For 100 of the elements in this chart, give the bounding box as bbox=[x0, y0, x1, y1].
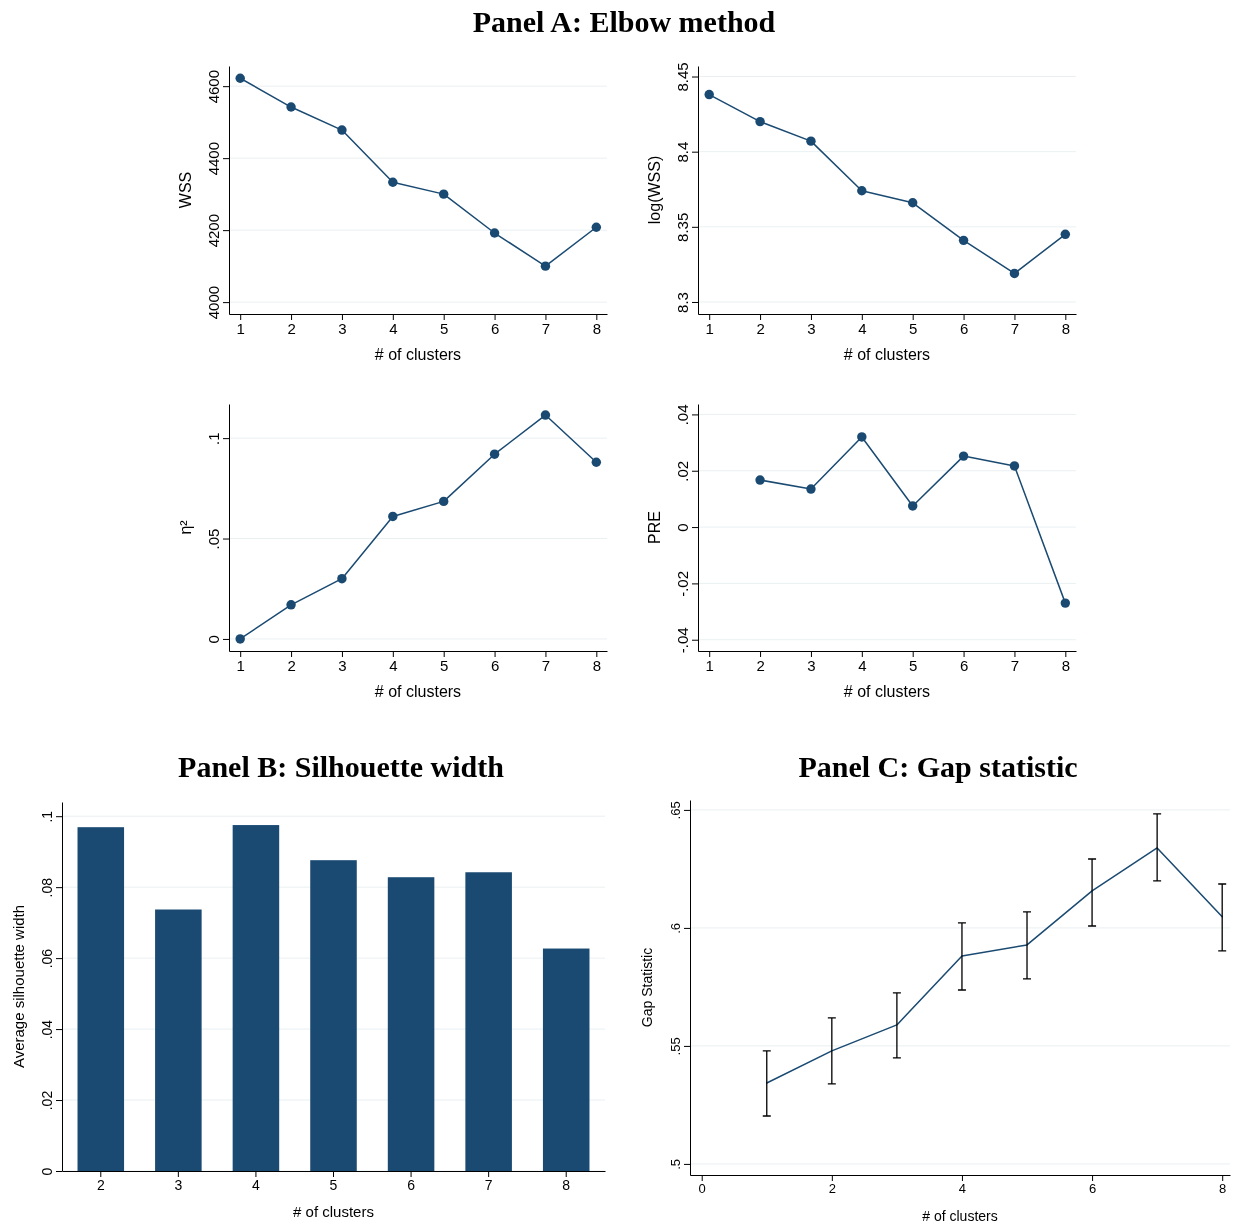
x-tick-label: 3 bbox=[807, 656, 816, 674]
x-tick-label: 6 bbox=[959, 656, 969, 674]
y-tick-label: .65 bbox=[668, 801, 683, 820]
line-series bbox=[766, 847, 1223, 1084]
x-tick-label: 4 bbox=[858, 319, 867, 337]
point bbox=[489, 228, 500, 238]
x-axis-title: # of clusters bbox=[843, 346, 931, 363]
y-tick-label: .5 bbox=[668, 1158, 683, 1170]
point bbox=[958, 451, 969, 461]
bar bbox=[310, 860, 357, 1171]
x-tick-label: 8 bbox=[592, 656, 601, 674]
x-axis-title: # of clusters bbox=[374, 683, 462, 700]
y-tick-label: 4600 bbox=[205, 69, 222, 104]
x-tick-label: 1 bbox=[705, 319, 714, 337]
x-tick-label: 5 bbox=[440, 656, 449, 674]
x-tick-label: 8 bbox=[562, 1176, 571, 1193]
x-axis-title: # of clusters bbox=[374, 346, 462, 363]
point bbox=[907, 501, 918, 511]
point bbox=[235, 634, 245, 644]
y-tick-label: .1 bbox=[39, 810, 55, 823]
x-tick-label: 2 bbox=[756, 656, 765, 674]
bar bbox=[542, 948, 590, 1171]
x-tick-label: 1 bbox=[705, 656, 714, 674]
y-tick-label: 4200 bbox=[205, 213, 222, 248]
x-tick-label: 4 bbox=[858, 656, 867, 674]
x-tick-label: 3 bbox=[338, 656, 347, 674]
bar bbox=[155, 909, 202, 1171]
y-tick-label: .6 bbox=[668, 922, 683, 934]
x-tick-label: 0 bbox=[698, 1181, 706, 1197]
x-tick-label: 7 bbox=[1010, 656, 1020, 674]
x-tick-label: 7 bbox=[484, 1176, 493, 1193]
x-tick-label: 5 bbox=[909, 319, 918, 337]
point bbox=[755, 475, 765, 485]
x-tick-label: 2 bbox=[287, 319, 296, 337]
y-axis-title: log(WSS) bbox=[646, 155, 663, 225]
point bbox=[755, 116, 765, 127]
chart-title: Panel C: Gap statistic bbox=[798, 750, 1078, 783]
point bbox=[235, 73, 245, 83]
point bbox=[388, 511, 398, 522]
point bbox=[958, 235, 969, 246]
point bbox=[704, 89, 714, 100]
x-axis-title: # of clusters bbox=[293, 1203, 374, 1220]
bar bbox=[465, 872, 512, 1171]
x-tick-label: 1 bbox=[236, 319, 245, 337]
x-tick-label: 8 bbox=[1219, 1181, 1227, 1197]
y-tick-label: 8.45 bbox=[674, 62, 691, 92]
x-tick-label: 6 bbox=[407, 1176, 416, 1193]
x-tick-label: 5 bbox=[909, 656, 918, 674]
y-tick-label: 8.4 bbox=[674, 141, 691, 163]
point bbox=[806, 136, 816, 146]
x-tick-label: 3 bbox=[174, 1176, 183, 1193]
x-tick-label: 4 bbox=[389, 319, 398, 337]
y-tick-label: 0 bbox=[39, 1167, 55, 1176]
x-tick-label: 6 bbox=[490, 319, 500, 337]
x-tick-label: 8 bbox=[592, 319, 601, 337]
x-tick-label: 4 bbox=[252, 1176, 261, 1193]
point bbox=[806, 484, 816, 494]
y-tick-label: .05 bbox=[205, 528, 222, 550]
x-tick-label: 7 bbox=[541, 319, 551, 337]
point bbox=[1060, 598, 1071, 608]
x-tick-label: 6 bbox=[959, 319, 969, 337]
x-tick-label: 2 bbox=[96, 1176, 105, 1193]
x-tick-label: 3 bbox=[338, 319, 347, 337]
x-tick-label: 5 bbox=[329, 1176, 338, 1193]
y-tick-label: .55 bbox=[668, 1037, 683, 1056]
bar bbox=[387, 877, 435, 1171]
point bbox=[540, 261, 551, 271]
y-tick-label: .1 bbox=[205, 432, 222, 445]
y-axis-title: WSS bbox=[177, 171, 194, 209]
y-tick-label: 0 bbox=[205, 635, 222, 644]
y-tick-label: .06 bbox=[39, 948, 55, 969]
x-tick-label: 8 bbox=[1061, 656, 1070, 674]
point bbox=[1060, 229, 1071, 240]
y-tick-label: .02 bbox=[674, 460, 691, 482]
y-tick-label: .04 bbox=[674, 404, 691, 426]
x-tick-label: 8 bbox=[1061, 319, 1070, 337]
point bbox=[489, 449, 500, 459]
y-tick-label: 4000 bbox=[205, 285, 222, 320]
point bbox=[388, 177, 398, 187]
point bbox=[591, 457, 602, 467]
y-tick-label: .02 bbox=[39, 1090, 55, 1111]
x-tick-label: 2 bbox=[287, 656, 296, 674]
chart-title: Panel A: Elbow method bbox=[472, 5, 776, 38]
x-tick-label: 7 bbox=[1010, 319, 1020, 337]
point bbox=[1009, 461, 1020, 471]
y-axis-title: η² bbox=[177, 519, 194, 535]
y-tick-label: -.04 bbox=[674, 627, 691, 654]
x-axis-title: # of clusters bbox=[843, 683, 931, 700]
bar bbox=[77, 827, 125, 1171]
y-tick-label: -.02 bbox=[674, 570, 691, 597]
x-tick-label: 3 bbox=[807, 319, 816, 337]
point bbox=[337, 125, 347, 135]
y-axis-title: Gap Statistic bbox=[639, 947, 655, 1028]
y-tick-label: 8.3 bbox=[674, 292, 691, 313]
point bbox=[337, 574, 347, 584]
x-tick-label: 6 bbox=[1088, 1181, 1097, 1197]
point bbox=[907, 198, 918, 208]
y-tick-label: 8.35 bbox=[674, 212, 691, 242]
point bbox=[1009, 268, 1020, 279]
point bbox=[857, 432, 867, 442]
